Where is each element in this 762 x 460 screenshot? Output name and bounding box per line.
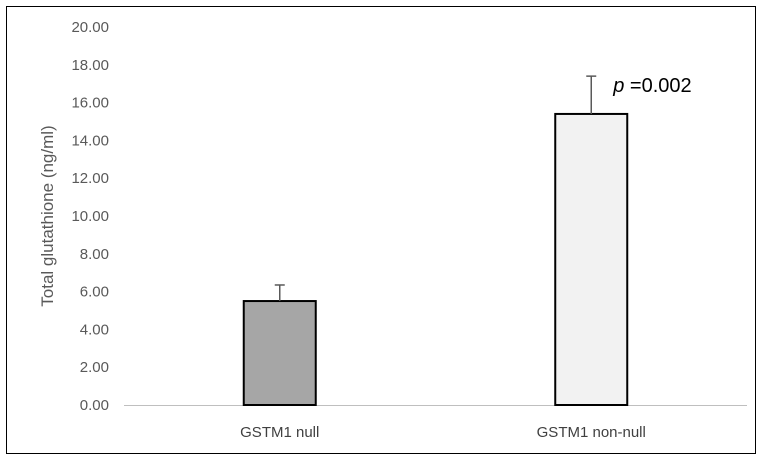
error-bars [274,75,597,302]
y-axis-title: Total glutathione (ng/ml) [38,125,57,306]
y-tick-label: 10.00 [71,208,109,225]
y-tick-label: 4.00 [80,321,109,338]
p-value-annotation: p =0.002 [612,75,691,97]
p-value-symbol: p [612,75,624,97]
bar-1 [242,300,317,406]
y-tick-label: 6.00 [80,284,109,301]
y-tick-label: 0.00 [80,397,109,414]
p-value-text: =0.002 [624,75,691,97]
bars [242,112,629,406]
y-tick-label: 2.00 [80,359,109,376]
category-labels: GSTM1 null GSTM1 non-null [240,424,646,441]
y-tick-label: 18.00 [71,57,109,74]
category-label: GSTM1 null [240,424,319,441]
category-label: GSTM1 non-null [537,424,646,441]
bar-2 [554,112,629,406]
y-tick-label: 20.00 [71,19,109,36]
y-axis-ticks: 0.00 2.00 4.00 6.00 8.00 10.00 12.00 14.00 16.00… [71,19,109,414]
y-tick-label: 12.00 [71,170,109,187]
y-tick-label: 8.00 [80,246,109,263]
y-tick-label: 16.00 [71,95,109,112]
y-tick-label: 14.00 [71,132,109,149]
chart-frame [6,6,756,454]
